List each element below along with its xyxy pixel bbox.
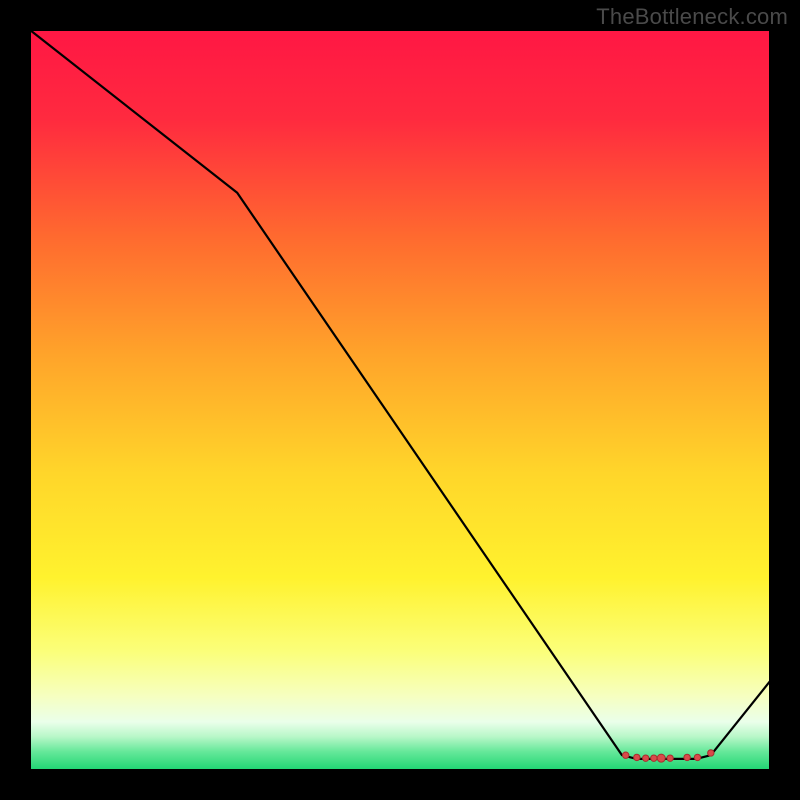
- marker-point: [708, 750, 714, 756]
- marker-point: [684, 754, 690, 760]
- marker-point: [634, 754, 640, 760]
- watermark-text: TheBottleneck.com: [596, 4, 788, 30]
- marker-point: [657, 754, 665, 762]
- plot-background: [30, 30, 770, 770]
- chart-root: TheBottleneck.com: [0, 0, 800, 800]
- marker-point: [642, 755, 648, 761]
- marker-point: [623, 752, 629, 758]
- marker-point: [651, 755, 657, 761]
- chart-svg: [0, 0, 800, 800]
- marker-point: [667, 755, 673, 761]
- marker-point: [694, 754, 700, 760]
